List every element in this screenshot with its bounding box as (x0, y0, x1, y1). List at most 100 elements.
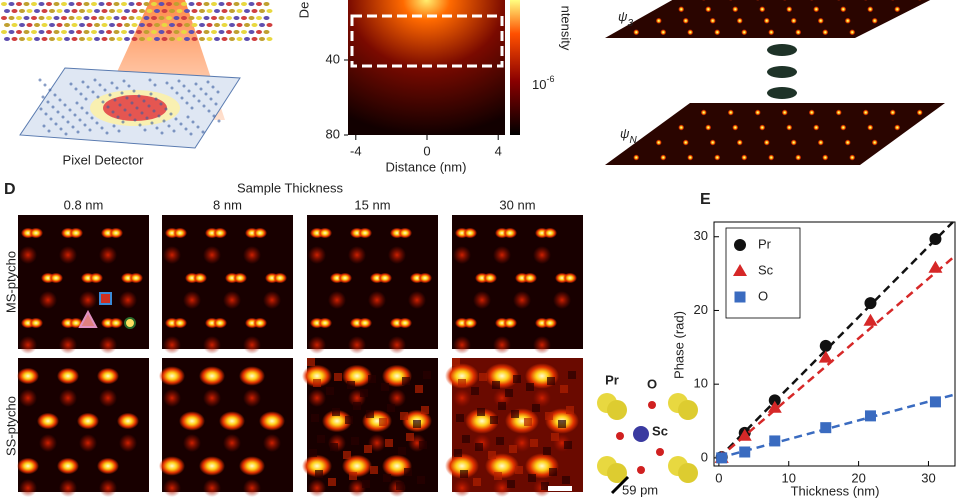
panel-letter: D (4, 181, 16, 198)
atom (94, 23, 100, 27)
atom (128, 30, 135, 34)
atom (191, 9, 198, 13)
atom (263, 2, 270, 6)
noise (568, 371, 576, 379)
atom (248, 30, 255, 34)
noise (364, 445, 372, 453)
detector-speck (214, 102, 218, 106)
noise (413, 420, 421, 428)
atom (248, 16, 255, 20)
diffuse-spot (308, 246, 326, 264)
atom (1, 16, 7, 20)
atom (113, 16, 120, 20)
layer-spot (655, 17, 662, 24)
detector-speck (91, 90, 95, 94)
layer-plane (605, 103, 945, 165)
atom (68, 30, 75, 34)
psi-sub: N (629, 135, 637, 146)
diffuse-spot (368, 291, 386, 309)
atom-spot (503, 317, 517, 329)
atom (188, 2, 195, 6)
atom (86, 37, 93, 41)
atom (251, 23, 258, 27)
atom (244, 23, 250, 27)
atom (169, 9, 175, 13)
column-label: 0.8 nm (64, 197, 104, 212)
atom (176, 23, 183, 27)
detector-speck (56, 110, 60, 114)
noise (421, 406, 429, 414)
detector-speck (190, 106, 194, 110)
atom-spot (77, 412, 99, 430)
layer-spot (795, 154, 802, 161)
fit-line (718, 221, 954, 459)
atom (23, 16, 30, 20)
pr-atom (678, 463, 698, 483)
detector-speck (194, 82, 198, 86)
o-atom (656, 448, 664, 456)
atom-spot (259, 411, 285, 431)
atom (41, 37, 48, 41)
layer-spot (786, 6, 793, 13)
marker (928, 260, 943, 273)
atom (139, 9, 145, 13)
atom (83, 16, 90, 20)
noise (492, 381, 500, 389)
column-label: 30 nm (499, 197, 535, 212)
atom-spot (503, 227, 517, 239)
atom (166, 16, 172, 20)
atom (4, 37, 10, 41)
detector-speck (49, 117, 53, 121)
marker (864, 410, 876, 422)
atom (71, 37, 78, 41)
atom (11, 23, 18, 27)
noise (404, 468, 412, 476)
o-atom (648, 401, 656, 409)
x-tick-label: 20 (851, 470, 865, 485)
noise (345, 416, 353, 424)
atom-spot (322, 409, 352, 433)
atom (106, 30, 112, 34)
layer-spot (633, 29, 640, 36)
noise (326, 387, 334, 395)
diffuse-spot (533, 246, 551, 264)
atom (11, 37, 18, 41)
noise (360, 389, 368, 397)
atom-spot (239, 366, 265, 386)
atom (263, 30, 270, 34)
atom-spot (302, 454, 332, 478)
detector-speck (85, 111, 89, 115)
layer-spot (790, 17, 797, 24)
noise (311, 414, 319, 422)
atom (64, 37, 70, 41)
diffuse-spot (453, 479, 471, 497)
atom-spot (523, 272, 537, 284)
detector-speck (145, 116, 149, 120)
atom (226, 2, 232, 6)
diffuse-spot (79, 434, 97, 452)
layer-spot (889, 109, 896, 116)
noise (479, 373, 487, 381)
detector-speck (133, 118, 137, 122)
atom-spot (445, 363, 479, 389)
layer-spot (714, 154, 721, 161)
detector-speck (41, 95, 45, 99)
marker (864, 297, 877, 310)
layer-spot (732, 6, 739, 13)
detector-speck (211, 85, 215, 89)
diffuse-spot (19, 389, 37, 407)
atom (26, 9, 33, 13)
marker (768, 394, 781, 407)
detector-speck (59, 127, 63, 131)
detector-speck (162, 119, 166, 123)
detector-speck (157, 114, 161, 118)
atom-label: Pr (605, 372, 619, 387)
layer-spot (808, 109, 815, 116)
atom (11, 9, 18, 13)
atom (61, 16, 67, 20)
atom-spot (159, 456, 185, 476)
image-tile (452, 215, 583, 354)
atom (68, 2, 75, 6)
noise (366, 410, 374, 418)
noise (509, 445, 517, 453)
